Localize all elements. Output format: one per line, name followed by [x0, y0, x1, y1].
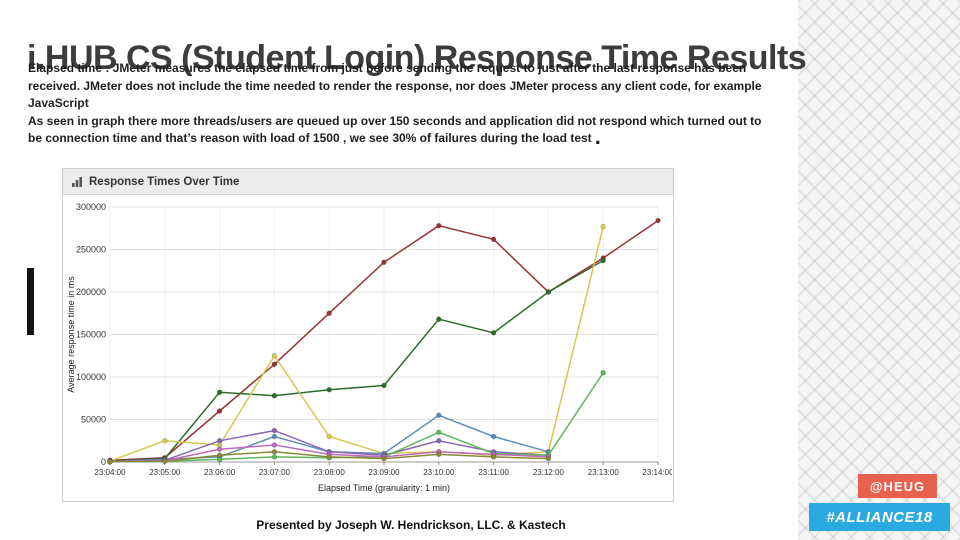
y-tick-label: 0	[101, 457, 106, 467]
series-point-magenta	[216, 446, 223, 452]
x-tick-label: 23:13:00	[588, 468, 620, 477]
y-tick-label: 250000	[76, 245, 106, 255]
body-paragraph-2-text: As seen in graph there more threads/user…	[28, 113, 762, 146]
series-point-magenta	[271, 442, 278, 448]
x-tick-label: 23:06:00	[204, 468, 236, 477]
y-tick-label: 300000	[76, 202, 106, 212]
screenshot-artifact-strip	[27, 268, 34, 335]
footer-credit: Presented by Joseph W. Hendrickson, LLC.…	[256, 518, 566, 532]
y-tick-label: 100000	[76, 372, 106, 382]
chart-header: Response Times Over Time	[63, 169, 673, 195]
y-tick-label: 50000	[81, 415, 106, 425]
series-point-purple	[271, 427, 278, 434]
series-point-olive	[490, 454, 497, 460]
series-point-bright-green	[436, 429, 442, 435]
series-point-dark-red	[271, 361, 278, 367]
x-tick-label: 23:05:00	[149, 468, 181, 477]
series-point-purple	[216, 438, 223, 444]
series-point-olive	[162, 458, 168, 465]
x-tick-label: 23:11:00	[478, 468, 509, 477]
y-tick-label: 200000	[76, 287, 106, 297]
series-point-dark-red	[655, 217, 661, 224]
series-point-olive	[381, 455, 387, 462]
series-point-olive	[216, 452, 223, 458]
series-point-dark-green	[545, 289, 552, 295]
series-point-olive	[545, 455, 552, 462]
series-point-dark-red	[216, 408, 223, 414]
series-point-olive	[107, 459, 113, 465]
y-axis-label: Average response time in ms	[66, 276, 76, 393]
slide-title: i.HUB CS (Student Login) Response Time R…	[27, 38, 807, 77]
series-point-dark-red	[490, 236, 497, 242]
series-point-purple	[436, 438, 442, 444]
series-point-yellow	[162, 438, 168, 444]
x-tick-label: 23:08:00	[314, 468, 346, 477]
x-axis-label: Elapsed Time (granularity: 1 min)	[318, 483, 450, 493]
series-point-olive	[271, 449, 278, 455]
series-line-dark-green	[109, 259, 604, 462]
x-tick-label: 23:12:00	[533, 468, 565, 477]
series-point-bright-green	[271, 454, 278, 460]
series-point-dark-green	[436, 316, 442, 322]
series-point-yellow	[600, 223, 606, 230]
series-point-steel-blue	[271, 433, 278, 440]
series-point-dark-green	[271, 393, 278, 399]
series-point-yellow	[326, 433, 332, 440]
series-point-dark-red	[326, 310, 332, 316]
body-paragraph-1: Elapsed time : JMeter measures the elaps…	[28, 61, 762, 110]
series-point-steel-blue	[490, 433, 497, 440]
chart-title: Response Times Over Time	[89, 175, 240, 188]
x-tick-label: 23:14:00	[642, 468, 672, 477]
diagonal-pattern-background	[798, 0, 960, 540]
series-point-dark-green	[381, 382, 387, 389]
chart-plot: 0 50000 100000 150000 200000 250000 300000 23:0…	[66, 202, 674, 493]
series-point-dark-green	[326, 387, 332, 393]
heug-badge: @HEUG	[858, 474, 937, 498]
x-tick-label: 23:09:00	[368, 468, 400, 477]
y-tick-label: 150000	[76, 330, 106, 340]
chart-panel: Response Times Over Time 0 50000 100000 150…	[62, 168, 674, 502]
series-point-dark-green	[216, 389, 223, 396]
x-tick-label: 23:07:00	[259, 468, 291, 477]
x-tick-label: 23:04:00	[94, 468, 126, 477]
bar-chart-icon	[72, 176, 82, 187]
x-tick-label: 23:10:00	[423, 468, 455, 477]
body-paragraph-2: As seen in graph there more threads/user…	[28, 113, 768, 148]
chart-body: 0 50000 100000 150000 200000 250000 300000 23:0…	[63, 195, 674, 505]
oversized-period: .	[594, 124, 601, 149]
series-point-dark-red	[381, 259, 387, 265]
alliance-badge: #ALLIANCE18	[809, 503, 950, 531]
body-text: Elapsed time : JMeter measures the elaps…	[28, 60, 768, 148]
series-point-yellow	[271, 353, 278, 359]
series-point-dark-green	[600, 257, 606, 264]
series-point-dark-green	[490, 330, 497, 336]
series-point-olive	[436, 451, 442, 458]
series-point-dark-red	[436, 223, 442, 229]
series-point-bright-green	[600, 370, 606, 376]
series-point-olive	[326, 454, 332, 460]
series-point-steel-blue	[436, 412, 442, 418]
